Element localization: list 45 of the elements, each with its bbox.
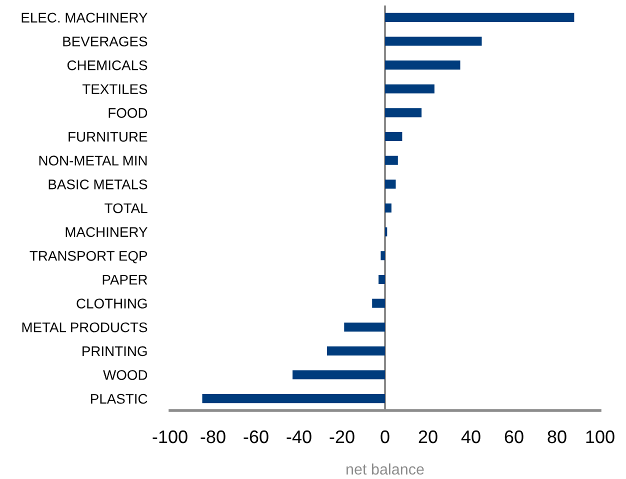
bar <box>344 322 385 332</box>
y-tick-label: FOOD <box>108 108 148 118</box>
x-tick-label: -80 <box>200 430 226 444</box>
x-tick-label: -60 <box>244 430 268 444</box>
x-tick-label: 0 <box>380 430 390 444</box>
y-tick-label: METAL PRODUCTS <box>22 322 148 332</box>
x-tick-label: 60 <box>504 430 524 444</box>
x-tick-label: -40 <box>286 430 312 444</box>
y-tick-label: PAPER <box>102 274 148 285</box>
y-tick-label: MACHINERY <box>66 227 148 237</box>
x-tick-label: -20 <box>330 430 354 444</box>
y-tick-label: TOTAL <box>104 203 148 214</box>
y-tick-label: ELEC. MACHINERY <box>22 12 148 23</box>
x-axis-title: net balance <box>346 463 424 475</box>
bar <box>380 251 385 260</box>
x-tick-label: 80 <box>548 430 566 444</box>
bar <box>385 203 392 213</box>
y-tick-label: FURNITURE <box>68 132 148 142</box>
bar <box>385 180 396 189</box>
bar <box>372 298 385 308</box>
y-tick-label: WOOD <box>103 370 148 380</box>
y-tick-label: PLASTIC <box>91 394 148 404</box>
y-tick-label: TEXTILES <box>82 84 148 94</box>
bar <box>385 108 422 118</box>
y-tick-label: PRINTING <box>82 346 147 356</box>
y-tick-label: BASIC METALS <box>48 180 148 190</box>
x-tick-label: 20 <box>418 430 438 444</box>
y-tick-label: CLOTHING <box>76 298 147 308</box>
y-tick-label: BEVERAGES <box>63 36 148 46</box>
x-tick-label: -100 <box>152 430 188 444</box>
bar <box>292 370 385 380</box>
x-tick-label: 40 <box>461 430 480 444</box>
bar <box>385 132 402 142</box>
y-tick-label: CHEMICALS <box>67 60 148 70</box>
y-tick-label: TRANSPORT EQP <box>30 250 148 264</box>
bar <box>385 60 460 70</box>
bar <box>385 84 434 94</box>
bar <box>326 346 385 356</box>
y-tick-label: NON-METAL MIN <box>39 156 147 166</box>
bar <box>385 156 398 165</box>
x-tick-label: 100 <box>586 430 614 444</box>
bar <box>378 274 385 284</box>
bar <box>385 36 482 46</box>
bar <box>385 12 574 22</box>
bar <box>202 394 385 404</box>
